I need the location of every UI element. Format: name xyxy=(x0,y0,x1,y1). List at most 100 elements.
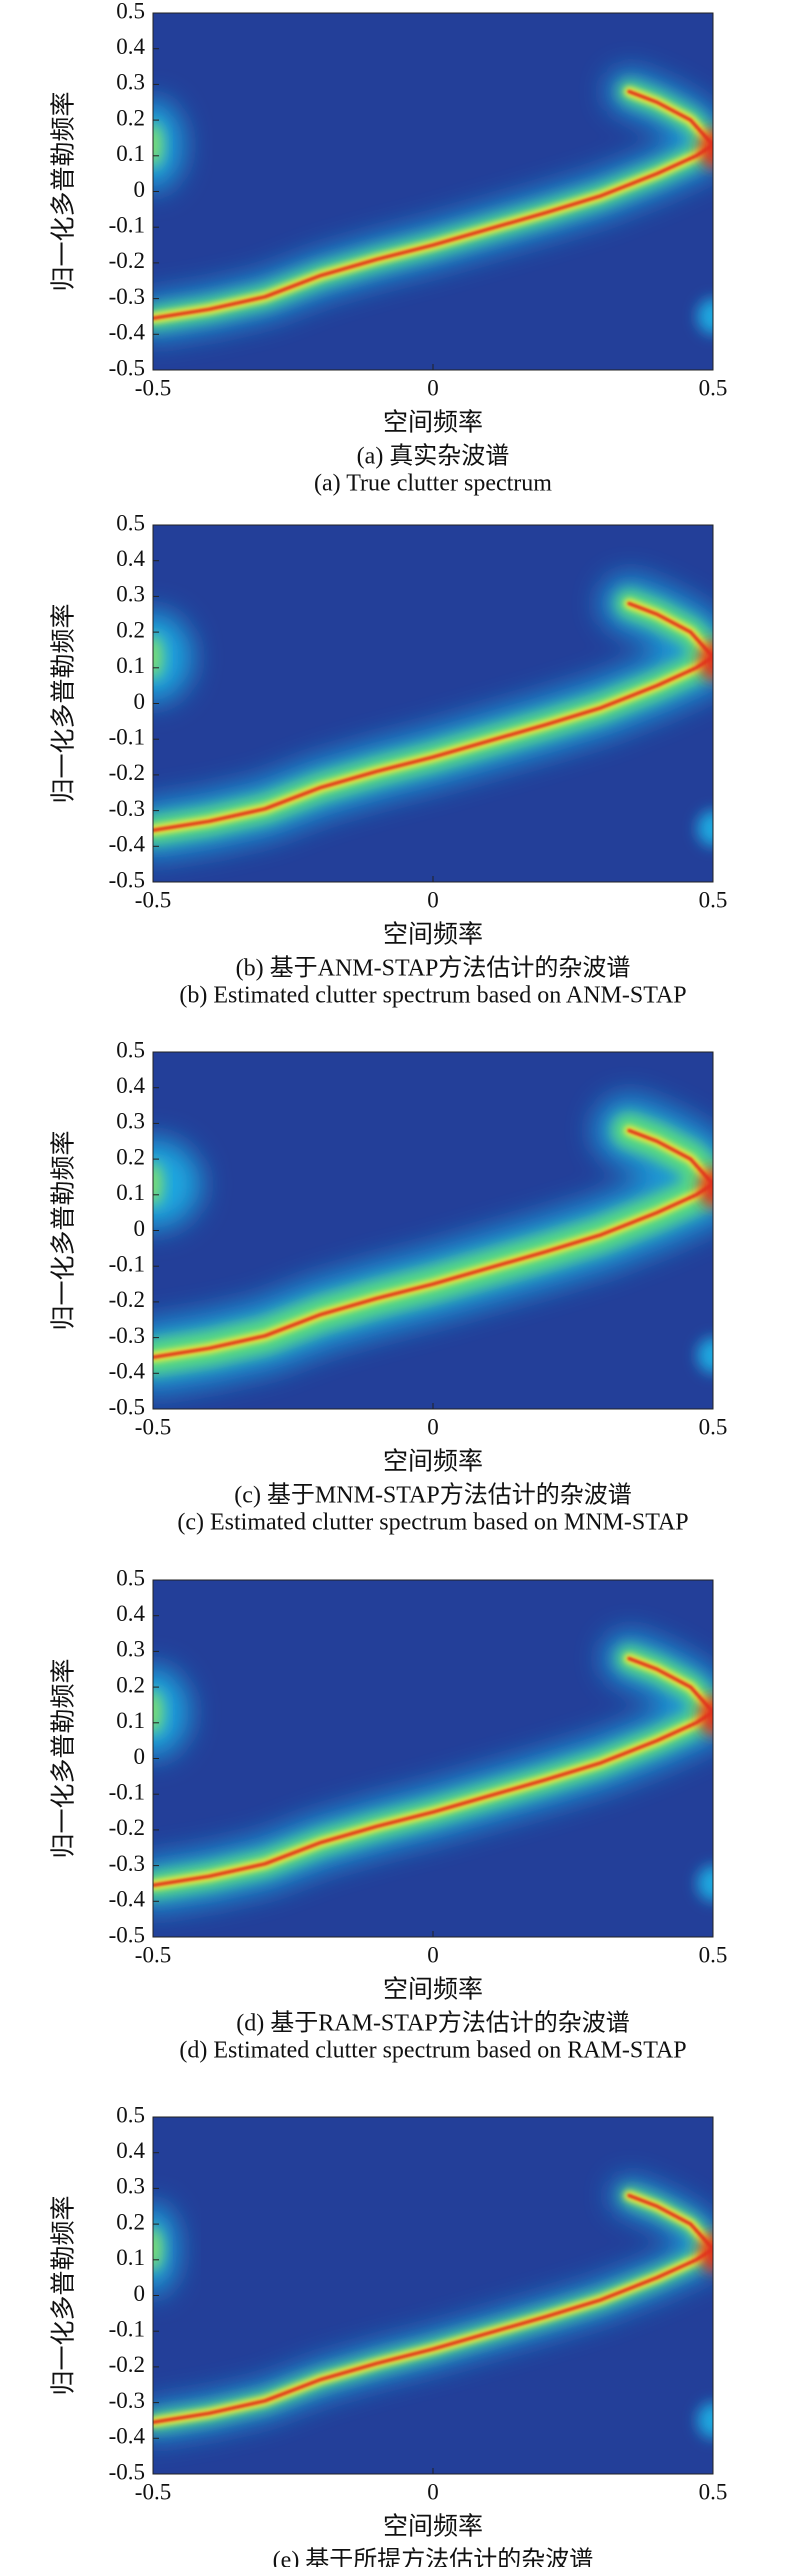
y-tick-label: -0.3 xyxy=(109,1323,145,1348)
y-tick-label: -0.1 xyxy=(109,212,145,237)
blob xyxy=(153,612,192,703)
x-tick-label: -0.5 xyxy=(135,887,171,912)
y-tick-label: -0.3 xyxy=(109,1851,145,1876)
y-tick-label: 0.3 xyxy=(116,2174,145,2199)
x-axis-label: 空间频率 xyxy=(383,1976,483,2004)
y-tick-label: 0.5 xyxy=(116,510,145,535)
y-tick-label: -0.1 xyxy=(109,2316,145,2341)
x-tick-label: 0 xyxy=(427,1414,439,1439)
y-tick-label: 0.5 xyxy=(116,2102,145,2127)
caption: (b) 基于ANM-STAP方法估计的杂波谱 xyxy=(236,955,631,982)
y-tick-label: 0.5 xyxy=(116,1037,145,1062)
y-tick-label: -0.1 xyxy=(109,1779,145,1804)
caption: (d) 基于RAM-STAP方法估计的杂波谱 xyxy=(236,2010,629,2037)
x-axis-label: 空间频率 xyxy=(383,921,483,949)
blob xyxy=(153,2204,177,2295)
blob xyxy=(153,1667,189,1758)
blob xyxy=(153,1139,201,1230)
y-tick-label: -0.2 xyxy=(109,2352,145,2377)
y-tick-label: 0 xyxy=(134,1216,146,1241)
y-tick-label: 0.4 xyxy=(116,546,145,571)
y-tick-label: 0.1 xyxy=(116,2245,145,2270)
hot-spot xyxy=(699,640,713,681)
x-tick-label: 0.5 xyxy=(699,887,728,912)
hot-spot xyxy=(699,128,713,169)
y-tick-label: 0.2 xyxy=(116,105,145,130)
y-tick-label: -0.2 xyxy=(109,1815,145,1840)
y-tick-label: -0.1 xyxy=(109,724,145,749)
y-tick-label: -0.5 xyxy=(109,1922,145,1947)
caption: (a) 真实杂波谱 xyxy=(357,443,510,470)
y-tick-label: 0.2 xyxy=(116,1144,145,1169)
y-tick-label: -0.2 xyxy=(109,248,145,273)
y-tick-label: -0.5 xyxy=(109,355,145,380)
heatmap-image xyxy=(153,13,713,370)
y-tick-label: 0.3 xyxy=(116,1637,145,1662)
x-tick-label: 0 xyxy=(427,887,439,912)
y-tick-label: -0.2 xyxy=(109,760,145,785)
y-tick-label: -0.3 xyxy=(109,284,145,309)
y-tick-label: 0.1 xyxy=(116,653,145,678)
y-tick-label: 0.1 xyxy=(116,1180,145,1205)
blob xyxy=(153,100,183,191)
x-tick-label: -0.5 xyxy=(135,375,171,400)
y-tick-label: 0.3 xyxy=(116,1109,145,1134)
y-tick-label: 0 xyxy=(134,2281,146,2306)
y-tick-label: 0.4 xyxy=(116,34,145,59)
caption-en: (a) True clutter spectrum xyxy=(314,471,552,497)
y-tick-label: 0.4 xyxy=(116,1073,145,1098)
ridge xyxy=(153,601,713,832)
panel: -0.5 -0.4 -0.3 -0.2 -0.1 0 0.1 0.2 0.3 0.4 0.5 -0.5… xyxy=(50,0,728,497)
y-tick-label: -0.3 xyxy=(109,796,145,821)
y-axis-label: 归一化多普勒频率 xyxy=(50,603,78,803)
y-axis-label: 归一化多普勒频率 xyxy=(50,1130,78,1330)
y-tick-label: 0 xyxy=(134,689,146,714)
caption: (c) 基于MNM-STAP方法估计的杂波谱 xyxy=(234,1482,631,1509)
y-tick-label: 0.3 xyxy=(116,70,145,95)
ridge xyxy=(153,2193,713,2424)
hot-spot xyxy=(699,2232,713,2273)
x-axis-label: 空间频率 xyxy=(383,2513,483,2541)
y-axis-label: 归一化多普勒频率 xyxy=(50,1658,78,1858)
heatmap-image xyxy=(153,1580,713,1937)
y-tick-label: 0.2 xyxy=(116,2209,145,2234)
ridge xyxy=(153,1128,713,1359)
y-tick-label: 0.4 xyxy=(116,2138,145,2163)
blob xyxy=(697,1337,713,1374)
x-axis-label: 空间频率 xyxy=(383,409,483,437)
panel: -0.5 -0.4 -0.3 -0.2 -0.1 0 0.1 0.2 0.3 0.4 0.5 -0.5… xyxy=(50,1037,728,1535)
x-tick-label: -0.5 xyxy=(135,1414,171,1439)
x-tick-label: 0.5 xyxy=(699,1414,728,1439)
y-tick-label: 0.1 xyxy=(116,1708,145,1733)
blob xyxy=(697,810,713,847)
x-tick-label: 0.5 xyxy=(699,375,728,400)
y-tick-label: 0.3 xyxy=(116,582,145,607)
x-tick-label: 0.5 xyxy=(699,2479,728,2504)
y-tick-label: -0.2 xyxy=(109,1287,145,1312)
y-tick-label: -0.4 xyxy=(109,320,146,345)
y-axis-label: 归一化多普勒频率 xyxy=(50,91,78,291)
y-tick-label: 0.1 xyxy=(116,141,145,166)
y-tick-label: -0.5 xyxy=(109,2459,145,2484)
y-tick-label: 0.2 xyxy=(116,1672,145,1697)
y-tick-label: -0.5 xyxy=(109,867,145,892)
y-tick-label: 0.5 xyxy=(116,0,145,23)
y-tick-label: 0 xyxy=(134,177,146,202)
blob xyxy=(697,1865,713,1902)
panel: -0.5 -0.4 -0.3 -0.2 -0.1 0 0.1 0.2 0.3 0.4 0.5 -0.5… xyxy=(50,510,728,1009)
blob xyxy=(697,298,713,335)
blob xyxy=(697,2402,713,2439)
y-tick-label: -0.4 xyxy=(109,1359,146,1384)
caption-en: (b) Estimated clutter spectrum based on … xyxy=(179,983,686,1009)
hot-spot xyxy=(699,1167,713,1208)
y-tick-label: -0.4 xyxy=(109,1887,146,1912)
caption: (e) 基于所提方法估计的杂波谱 xyxy=(273,2547,594,2567)
ridge xyxy=(153,1656,713,1887)
y-axis-label: 归一化多普勒频率 xyxy=(50,2195,78,2395)
heatmap-image xyxy=(153,1052,713,1409)
x-tick-label: -0.5 xyxy=(135,2479,171,2504)
heatmap-image xyxy=(153,525,713,882)
y-tick-label: -0.5 xyxy=(109,1394,145,1419)
x-tick-label: -0.5 xyxy=(135,1942,171,1967)
